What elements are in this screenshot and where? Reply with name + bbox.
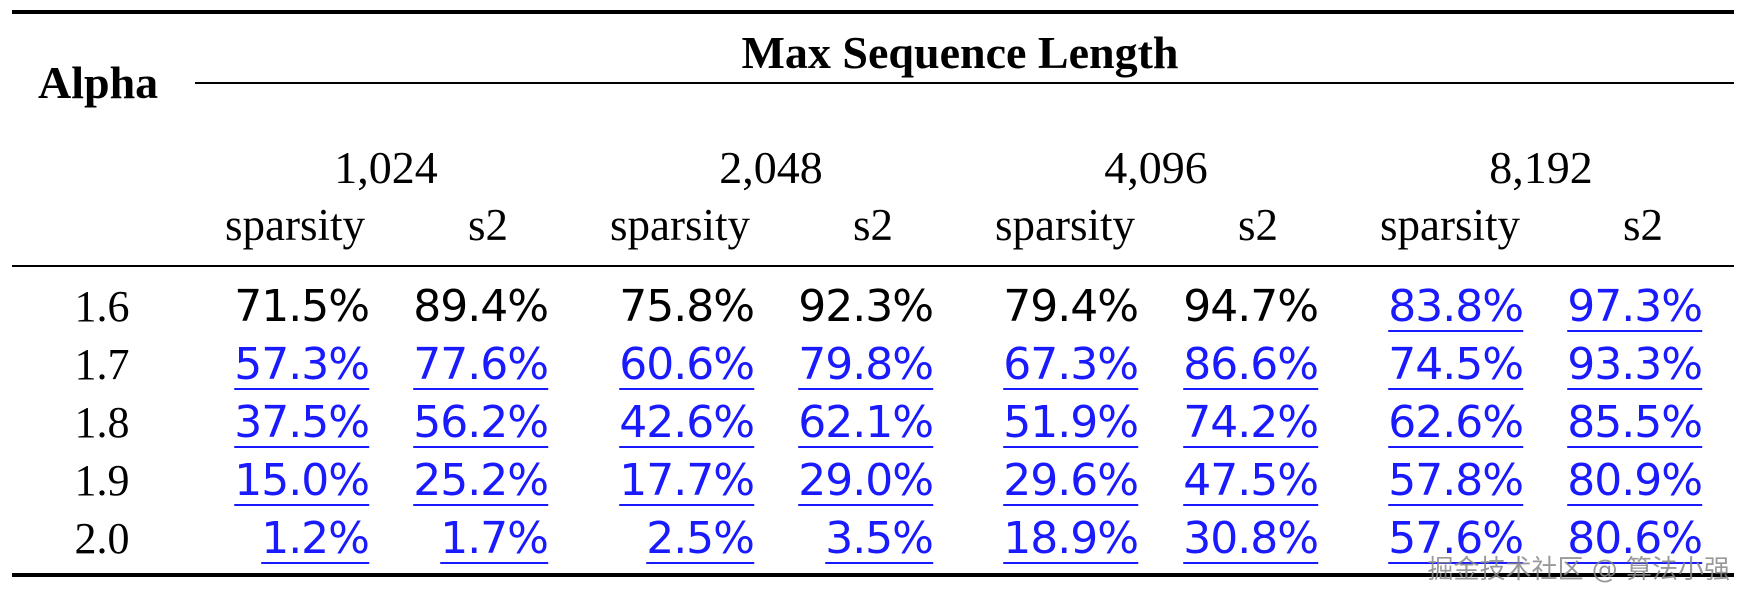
sparsity-cell: 79.4%	[1003, 281, 1139, 332]
sequence-length-header: 1,024	[334, 142, 438, 193]
sequence-length-header: 4,096	[1104, 142, 1208, 193]
s2-cell[interactable]: 93.3%	[1567, 339, 1703, 390]
s2-cell[interactable]: 62.1%	[798, 397, 934, 448]
sparsity-cell[interactable]: 67.3%	[1003, 339, 1139, 390]
sparsity-cell[interactable]: 2.5%	[646, 513, 755, 564]
sparsity-cell[interactable]: 17.7%	[619, 455, 755, 506]
alpha-value: 1.6	[74, 282, 130, 331]
s2-cell[interactable]: 97.3%	[1567, 281, 1703, 332]
s2-cell[interactable]: 30.8%	[1183, 513, 1319, 564]
s2-cell[interactable]: 74.2%	[1183, 397, 1319, 448]
alpha-value: 2.0	[74, 514, 130, 563]
alpha-value: 1.9	[74, 456, 130, 505]
s2-cell[interactable]: 80.6%	[1567, 513, 1703, 564]
bottom-rule	[12, 573, 1734, 577]
sparsity-sub-header: sparsity	[225, 200, 365, 250]
s2-cell: 89.4%	[413, 281, 549, 332]
sparsity-cell[interactable]: 57.8%	[1388, 455, 1524, 506]
s2-cell[interactable]: 80.9%	[1567, 455, 1703, 506]
s2-cell[interactable]: 25.2%	[413, 455, 549, 506]
sparsity-cell[interactable]: 42.6%	[619, 397, 755, 448]
sparsity-cell[interactable]: 29.6%	[1003, 455, 1139, 506]
s2-cell[interactable]: 47.5%	[1183, 455, 1319, 506]
s2-sub-header: s2	[852, 200, 894, 250]
sparsity-cell: 71.5%	[234, 281, 370, 332]
s2-cell[interactable]: 77.6%	[413, 339, 549, 390]
s2-cell[interactable]: 1.7%	[440, 513, 549, 564]
sparsity-cell[interactable]: 18.9%	[1003, 513, 1139, 564]
sparsity-sub-header: sparsity	[610, 200, 750, 250]
sparsity-cell[interactable]: 1.2%	[261, 513, 370, 564]
sparsity-cell[interactable]: 15.0%	[234, 455, 370, 506]
s2-sub-header: s2	[1622, 200, 1664, 250]
sparsity-sub-header: sparsity	[1380, 200, 1520, 250]
watermark-text: 掘金技术社区 @ 算法小强	[1427, 555, 1730, 585]
s2-cell[interactable]: 29.0%	[798, 455, 934, 506]
sparsity-cell[interactable]: 83.8%	[1388, 281, 1524, 332]
s2-cell: 92.3%	[798, 281, 934, 332]
group-header-rule	[195, 82, 1734, 84]
s2-cell[interactable]: 56.2%	[413, 397, 549, 448]
sparsity-cell: 75.8%	[619, 281, 755, 332]
alpha-value: 1.8	[74, 398, 130, 447]
sparsity-cell[interactable]: 74.5%	[1388, 339, 1524, 390]
s2-cell[interactable]: 3.5%	[825, 513, 934, 564]
sparsity-cell[interactable]: 62.6%	[1388, 397, 1524, 448]
sparsity-cell[interactable]: 51.9%	[1003, 397, 1139, 448]
sequence-length-header: 8,192	[1489, 142, 1593, 193]
sparsity-cell[interactable]: 37.5%	[234, 397, 370, 448]
sequence-length-header: 2,048	[719, 142, 823, 193]
s2-sub-header: s2	[467, 200, 509, 250]
s2-cell[interactable]: 79.8%	[798, 339, 934, 390]
top-rule	[12, 10, 1734, 14]
s2-sub-header: s2	[1237, 200, 1279, 250]
s2-cell: 94.7%	[1183, 281, 1319, 332]
sparsity-cell[interactable]: 57.3%	[234, 339, 370, 390]
alpha-column-header: Alpha	[38, 57, 159, 108]
alpha-value: 1.7	[74, 340, 130, 389]
sparsity-cell[interactable]: 60.6%	[619, 339, 755, 390]
sparsity-cell[interactable]: 57.6%	[1388, 513, 1524, 564]
s2-cell[interactable]: 86.6%	[1183, 339, 1319, 390]
sparsity-sub-header: sparsity	[995, 200, 1135, 250]
max-sequence-length-header: Max Sequence Length	[741, 27, 1179, 78]
s2-cell[interactable]: 85.5%	[1567, 397, 1703, 448]
header-rule	[12, 265, 1734, 267]
